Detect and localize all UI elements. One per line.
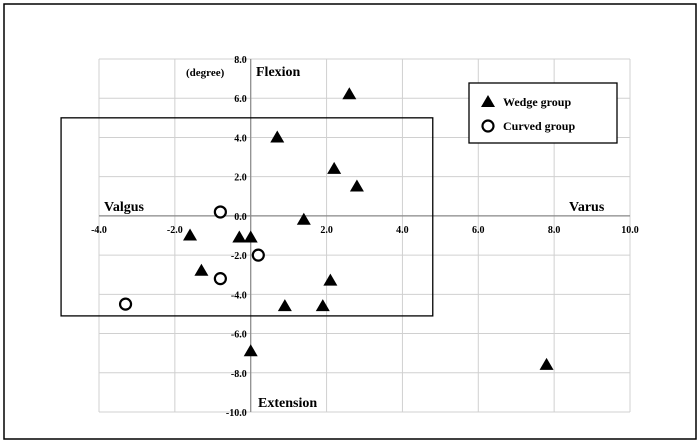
y-tick-label: 2.0	[234, 173, 247, 184]
legend-wedge-marker	[481, 95, 495, 107]
legend-wedge-label: Wedge group	[503, 95, 571, 109]
unit-label: (degree)	[186, 67, 225, 79]
y-tick-label: 8.0	[234, 55, 247, 66]
y-tick-label: 6.0	[234, 94, 247, 105]
curved-group-point	[213, 205, 227, 219]
curved-group-point	[251, 248, 265, 262]
varus-label: Varus	[569, 200, 605, 215]
extension-label: Extension	[258, 396, 317, 411]
wedge-group-point	[183, 228, 198, 241]
y-tick-label: -10.0	[226, 408, 247, 419]
wedge-group-point	[296, 212, 311, 225]
x-tick-label: 4.0	[396, 225, 409, 236]
legend-curved-label: Curved group	[503, 119, 575, 133]
y-tick-label: -8.0	[231, 369, 247, 380]
wedge-group-point	[539, 357, 554, 370]
data-points	[118, 87, 554, 370]
wedge-group-point	[323, 273, 338, 286]
highlight-box	[60, 117, 434, 317]
wedge-group-point	[342, 87, 357, 100]
legend-curved-marker	[481, 119, 495, 133]
x-tick-label: -4.0	[91, 225, 107, 236]
x-tick-label: 10.0	[621, 225, 639, 236]
y-tick-label: 4.0	[234, 133, 247, 144]
legend-box	[468, 82, 618, 144]
wedge-group-point	[349, 179, 364, 192]
valgus-label: Valgus	[104, 200, 145, 215]
x-tick-label: 8.0	[548, 225, 561, 236]
legend: Wedge group Curved group	[468, 82, 618, 144]
curved-group-point	[118, 297, 133, 311]
x-tick-label: 2.0	[320, 225, 333, 236]
y-tick-label: -2.0	[231, 251, 247, 262]
wedge-group-point	[277, 299, 292, 312]
y-tick-label: -4.0	[231, 290, 247, 301]
curved-group-point	[213, 272, 227, 286]
figure-border	[3, 3, 697, 440]
wedge-group-point	[327, 161, 342, 174]
y-tick-label: -6.0	[231, 330, 247, 341]
wedge-group-point	[194, 263, 209, 276]
wedge-group-point	[315, 299, 330, 312]
wedge-group-point	[270, 130, 285, 143]
wedge-group-point	[232, 230, 247, 243]
wedge-group-point	[243, 344, 258, 357]
x-tick-label: -2.0	[167, 225, 183, 236]
tick-labels: -4.0 -2.0 2.0 4.0 6.0 8.0 10.0 -10.0 -8.0 -6.0 -4.…	[91, 55, 639, 419]
flexion-label: Flexion	[256, 65, 301, 80]
y-tick-label: 0.0	[234, 212, 247, 223]
wedge-group-point	[243, 230, 258, 243]
x-tick-label: 6.0	[472, 225, 485, 236]
